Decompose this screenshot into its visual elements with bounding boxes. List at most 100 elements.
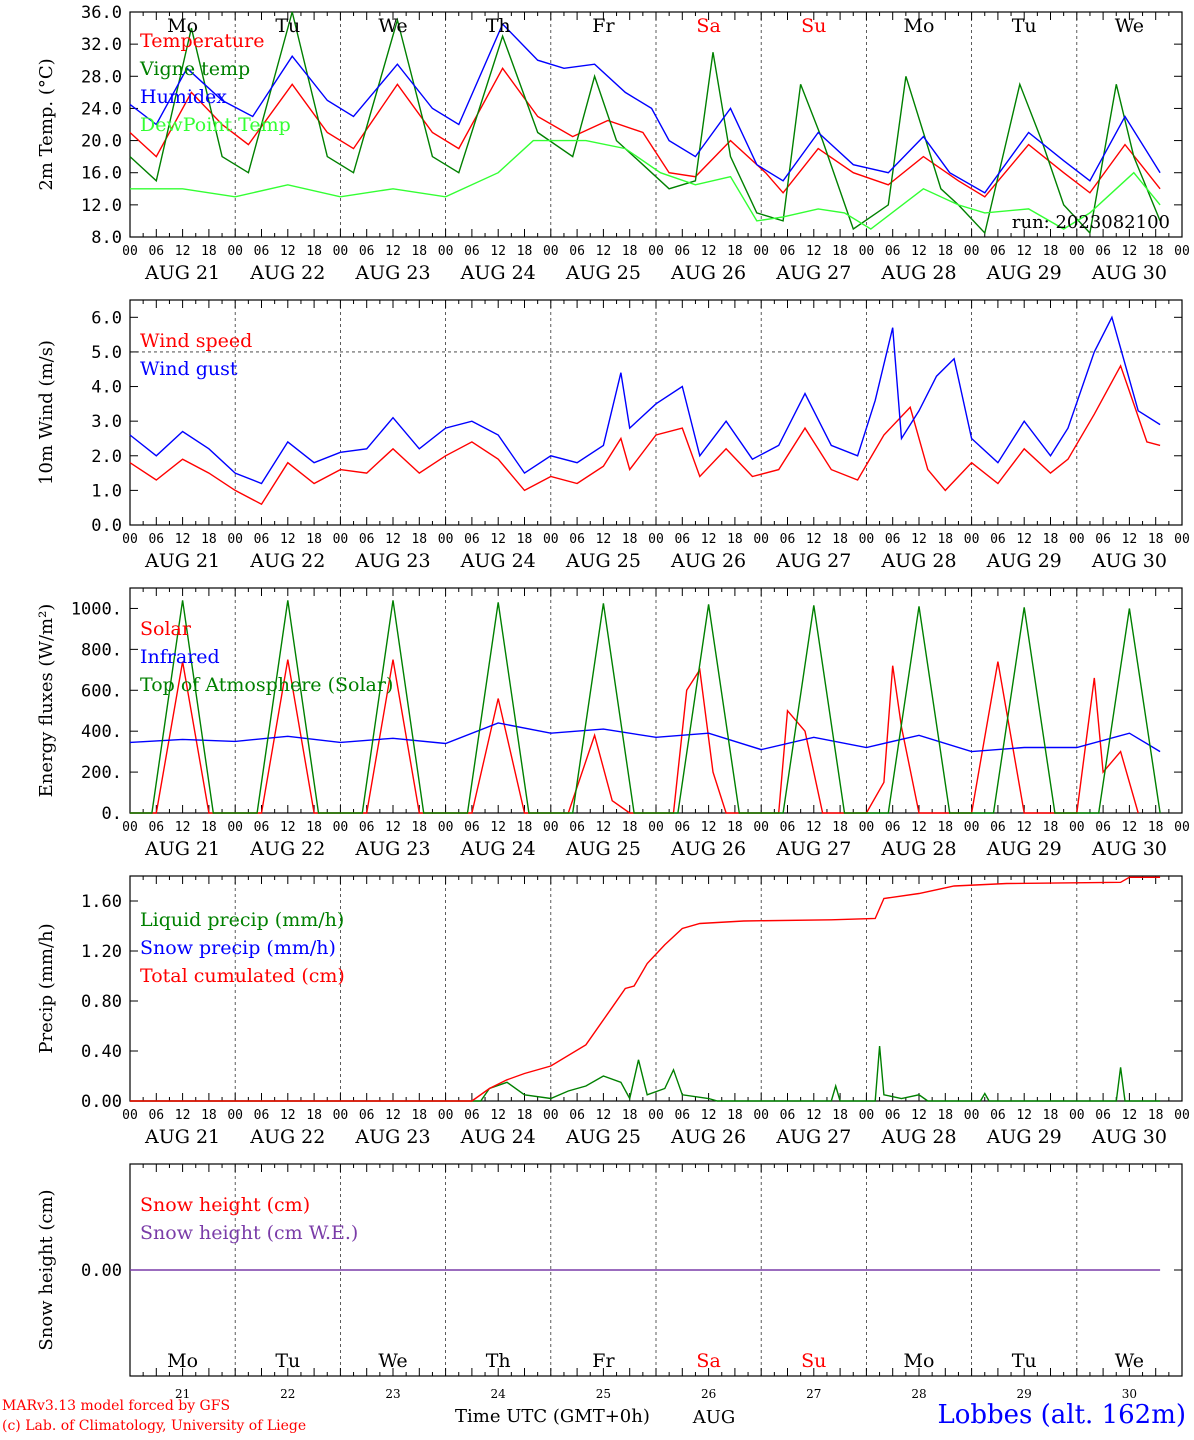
x-hour-label: 18 [1043, 1108, 1059, 1123]
x-hour-label: 18 [201, 532, 217, 547]
series-line [130, 139, 1161, 230]
x-hour-label: 18 [622, 820, 638, 835]
month-label: AUG [692, 1407, 736, 1428]
x-hour-label: 12 [490, 820, 506, 835]
x-date-label: AUG 23 [354, 1126, 430, 1148]
x-hour-label: 00 [543, 1108, 559, 1123]
x-hour-label: 12 [806, 1108, 822, 1123]
x-hour-label: 12 [596, 532, 612, 547]
x-hour-label: 06 [359, 820, 375, 835]
x-date-label: AUG 24 [460, 838, 536, 860]
weekday-label: We [1115, 1350, 1144, 1372]
x-date-label: AUG 23 [354, 838, 430, 860]
day-number-label: 25 [596, 1387, 611, 1401]
x-date-label: AUG 28 [880, 1126, 956, 1148]
x-date-label: AUG 26 [670, 1126, 746, 1148]
y-axis-label: Precip (mm/h) [36, 923, 57, 1053]
x-hour-label: 06 [464, 244, 480, 259]
x-hour-label: 18 [937, 532, 953, 547]
x-hour-label: 18 [727, 1108, 743, 1123]
x-date-label: AUG 21 [144, 262, 220, 284]
x-hour-label: 12 [1016, 820, 1032, 835]
x-hour-label: 12 [596, 1108, 612, 1123]
series-line [129, 11, 1161, 235]
legend-entry: Wind speed [140, 330, 252, 352]
x-date-label: AUG 27 [775, 1126, 851, 1148]
y-tick-label: 4.0 [91, 378, 122, 398]
y-tick-label: 0. [102, 804, 122, 824]
weekday-label: Sa [696, 1350, 720, 1372]
x-date-label: AUG 24 [460, 1126, 536, 1148]
x-hour-label: 06 [569, 244, 585, 259]
x-hour-label: 18 [517, 820, 533, 835]
panel-frame [129, 299, 1183, 526]
weekday-label: Su [801, 1350, 826, 1372]
x-hour-label: 06 [780, 820, 796, 835]
series-line [129, 722, 1161, 753]
x-hour-label: 18 [832, 532, 848, 547]
x-hour-label: 00 [859, 244, 875, 259]
day-number-label: 21 [175, 1387, 190, 1401]
x-hour-label: 18 [727, 820, 743, 835]
weekday-label: Th [486, 1350, 511, 1372]
x-hour-label: 06 [780, 1108, 796, 1123]
series-line [130, 1045, 1161, 1102]
legend-entry: Liquid precip (mm/h) [140, 909, 344, 931]
x-hour-label: 18 [937, 244, 953, 259]
x-hour-label: 12 [385, 1108, 401, 1123]
x-hour-label: 12 [701, 1108, 717, 1123]
x-date-label: AUG 27 [775, 262, 851, 284]
series-line [129, 22, 1161, 194]
x-axis-title: Time UTC (GMT+0h) [455, 1406, 650, 1427]
x-hour-label: 06 [254, 244, 270, 259]
x-date-label: AUG 22 [249, 838, 325, 860]
x-hour-label: 12 [911, 820, 927, 835]
y-tick-label: 1.20 [81, 942, 122, 962]
x-hour-label: 06 [148, 1108, 164, 1123]
x-hour-label: 12 [1122, 244, 1138, 259]
x-hour-label: 06 [780, 532, 796, 547]
x-hour-label: 12 [911, 532, 927, 547]
x-hour-label: 00 [648, 1108, 664, 1123]
x-hour-label: 00 [1069, 820, 1085, 835]
x-hour-label: 18 [306, 1108, 322, 1123]
y-tick-label: 16.0 [81, 164, 122, 184]
x-hour-label: 12 [911, 1108, 927, 1123]
x-hour-label: 06 [674, 1108, 690, 1123]
x-hour-label: 12 [175, 820, 191, 835]
x-hour-label: 18 [306, 244, 322, 259]
x-hour-label: 06 [990, 244, 1006, 259]
weekday-label: Th [486, 15, 511, 37]
x-date-label: AUG 28 [880, 838, 956, 860]
y-tick-label: 20.0 [81, 132, 122, 152]
y-tick-label: 1.0 [91, 481, 122, 501]
y-axis-label: 2m Temp. (°C) [36, 58, 57, 190]
x-hour-label: 12 [280, 1108, 296, 1123]
day-number-label: 29 [1017, 1387, 1032, 1401]
series-line [129, 364, 1161, 506]
x-date-label: AUG 30 [1091, 838, 1167, 860]
x-date-label: AUG 24 [460, 550, 536, 572]
legend-entry: Snow height (cm W.E.) [140, 1222, 358, 1244]
x-hour-label: 00 [543, 532, 559, 547]
x-hour-label: 00 [122, 532, 138, 547]
x-hour-label: 12 [385, 532, 401, 547]
x-hour-label: 12 [1122, 1108, 1138, 1123]
x-date-label: AUG 21 [144, 838, 220, 860]
x-date-label: AUG 30 [1091, 262, 1167, 284]
x-hour-label: 06 [569, 820, 585, 835]
x-hour-label: 00 [333, 532, 349, 547]
x-hour-label: 06 [885, 820, 901, 835]
x-hour-label: 18 [306, 820, 322, 835]
x-hour-label: 12 [175, 244, 191, 259]
y-tick-label: 5.0 [91, 343, 122, 363]
x-hour-label: 00 [333, 820, 349, 835]
y-tick-label: 0.80 [81, 992, 122, 1012]
x-hour-label: 06 [148, 532, 164, 547]
x-hour-label: 00 [1069, 1108, 1085, 1123]
x-hour-label: 06 [1095, 820, 1111, 835]
x-hour-label: 06 [148, 820, 164, 835]
x-hour-label: 00 [648, 532, 664, 547]
y-tick-label: 400. [81, 722, 122, 742]
x-hour-label: 12 [701, 244, 717, 259]
